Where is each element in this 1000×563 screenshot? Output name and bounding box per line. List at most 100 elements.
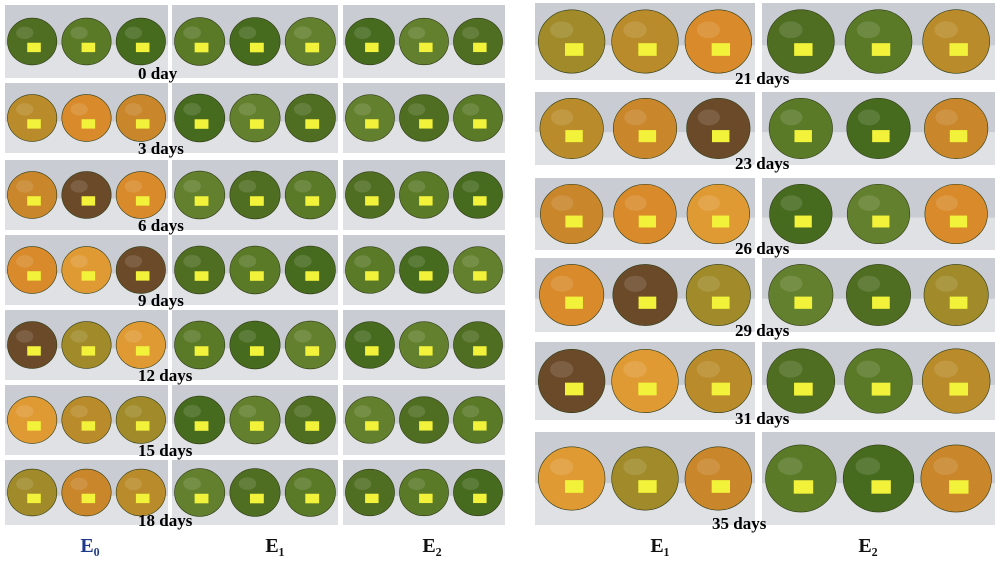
fruit xyxy=(846,183,911,245)
photo-panel xyxy=(535,92,755,165)
fruit xyxy=(229,170,281,220)
column-label: E₀ xyxy=(80,535,99,557)
fruit-shine xyxy=(70,26,88,40)
fruit xyxy=(229,17,281,66)
fruit-tag xyxy=(135,42,150,53)
fruit xyxy=(538,349,606,413)
fruit-tag xyxy=(871,43,891,56)
fruit-tag xyxy=(365,346,379,356)
fruit xyxy=(613,183,677,245)
fruit-tag xyxy=(638,382,657,396)
fruit-tag xyxy=(638,130,657,143)
fruit xyxy=(684,349,752,413)
fruit-tag xyxy=(81,493,96,504)
photo-panel xyxy=(5,160,168,230)
column-label: E₁ xyxy=(650,535,669,557)
fruit xyxy=(844,9,913,74)
fruit xyxy=(920,444,992,513)
fruit-shine xyxy=(856,360,881,378)
fruit-shine xyxy=(462,477,480,491)
fruit-shine xyxy=(780,109,803,126)
fruit-tag xyxy=(305,493,320,504)
fruit xyxy=(229,395,281,445)
fruit-shine xyxy=(238,102,257,116)
fruit-tag xyxy=(793,480,814,494)
fruit-tag xyxy=(638,296,657,309)
fruit xyxy=(7,396,58,444)
fruit-shine xyxy=(293,26,312,39)
fruit-shine xyxy=(623,21,647,39)
fruit-tag xyxy=(565,215,583,228)
fruit xyxy=(399,321,449,369)
fruit-shine xyxy=(124,103,143,116)
fruit xyxy=(174,17,226,66)
fruit-shine xyxy=(238,329,257,343)
fruit-shine xyxy=(16,103,34,116)
fruit-shine xyxy=(238,404,257,418)
fruit xyxy=(768,98,833,159)
fruit-shine xyxy=(16,255,34,268)
fruit xyxy=(345,468,395,517)
photo-panel xyxy=(762,258,995,332)
fruit xyxy=(453,94,503,142)
fruit-tag xyxy=(305,346,320,356)
photo-panel xyxy=(535,3,755,80)
fruit-tag xyxy=(365,493,379,504)
fruit xyxy=(61,468,112,517)
fruit-tag xyxy=(872,215,890,228)
photo-panel xyxy=(762,342,995,420)
fruit-tag xyxy=(794,43,813,56)
fruit-tag xyxy=(711,382,730,396)
fruit-tag xyxy=(871,480,891,494)
fruit xyxy=(284,468,336,517)
fruit-tag xyxy=(365,271,379,281)
fruit xyxy=(229,468,281,517)
fruit-tag xyxy=(473,271,487,281)
fruit-tag xyxy=(249,196,264,206)
photo-panel xyxy=(172,83,338,153)
fruit xyxy=(539,98,604,159)
fruit xyxy=(399,396,449,444)
fruit xyxy=(842,444,915,513)
photo-panel xyxy=(343,310,505,380)
fruit-tag xyxy=(27,271,41,281)
fruit-shine xyxy=(550,275,574,292)
photo-panel xyxy=(172,385,338,455)
fruit-tag xyxy=(794,215,812,228)
fruit xyxy=(115,246,166,294)
fruit-shine xyxy=(238,477,257,490)
fruit-shine xyxy=(354,330,372,343)
fruit xyxy=(538,9,606,74)
fruit xyxy=(174,468,226,517)
fruit xyxy=(61,396,112,444)
fruit xyxy=(284,320,336,370)
fruit xyxy=(7,17,58,66)
fruit-shine xyxy=(16,26,34,40)
fruit-shine xyxy=(293,102,312,116)
fruit xyxy=(61,321,112,369)
fruit-tag xyxy=(194,119,209,129)
fruit-tag xyxy=(565,43,584,56)
fruit-shine xyxy=(551,109,574,126)
fruit-shine xyxy=(624,109,647,126)
fruit-shine xyxy=(858,195,881,211)
fruit xyxy=(174,320,226,370)
day-label: 0 day xyxy=(138,64,178,83)
day-label: 18 days xyxy=(138,511,193,530)
fruit-tag xyxy=(473,196,487,206)
fruit xyxy=(765,444,837,513)
fruit-shine xyxy=(354,255,372,268)
fruit-shine xyxy=(293,404,312,418)
fruit-shine xyxy=(70,330,88,343)
fruit xyxy=(345,321,395,369)
photo-panel xyxy=(172,460,338,525)
photo-panel xyxy=(343,460,505,525)
fruit-tag xyxy=(194,271,209,281)
fruit xyxy=(844,348,913,414)
photo-panel xyxy=(5,310,168,380)
fruit-shine xyxy=(550,458,574,476)
day-label: 15 days xyxy=(138,441,193,460)
column-label: E₂ xyxy=(858,535,877,557)
day-label: 35 days xyxy=(712,514,767,533)
